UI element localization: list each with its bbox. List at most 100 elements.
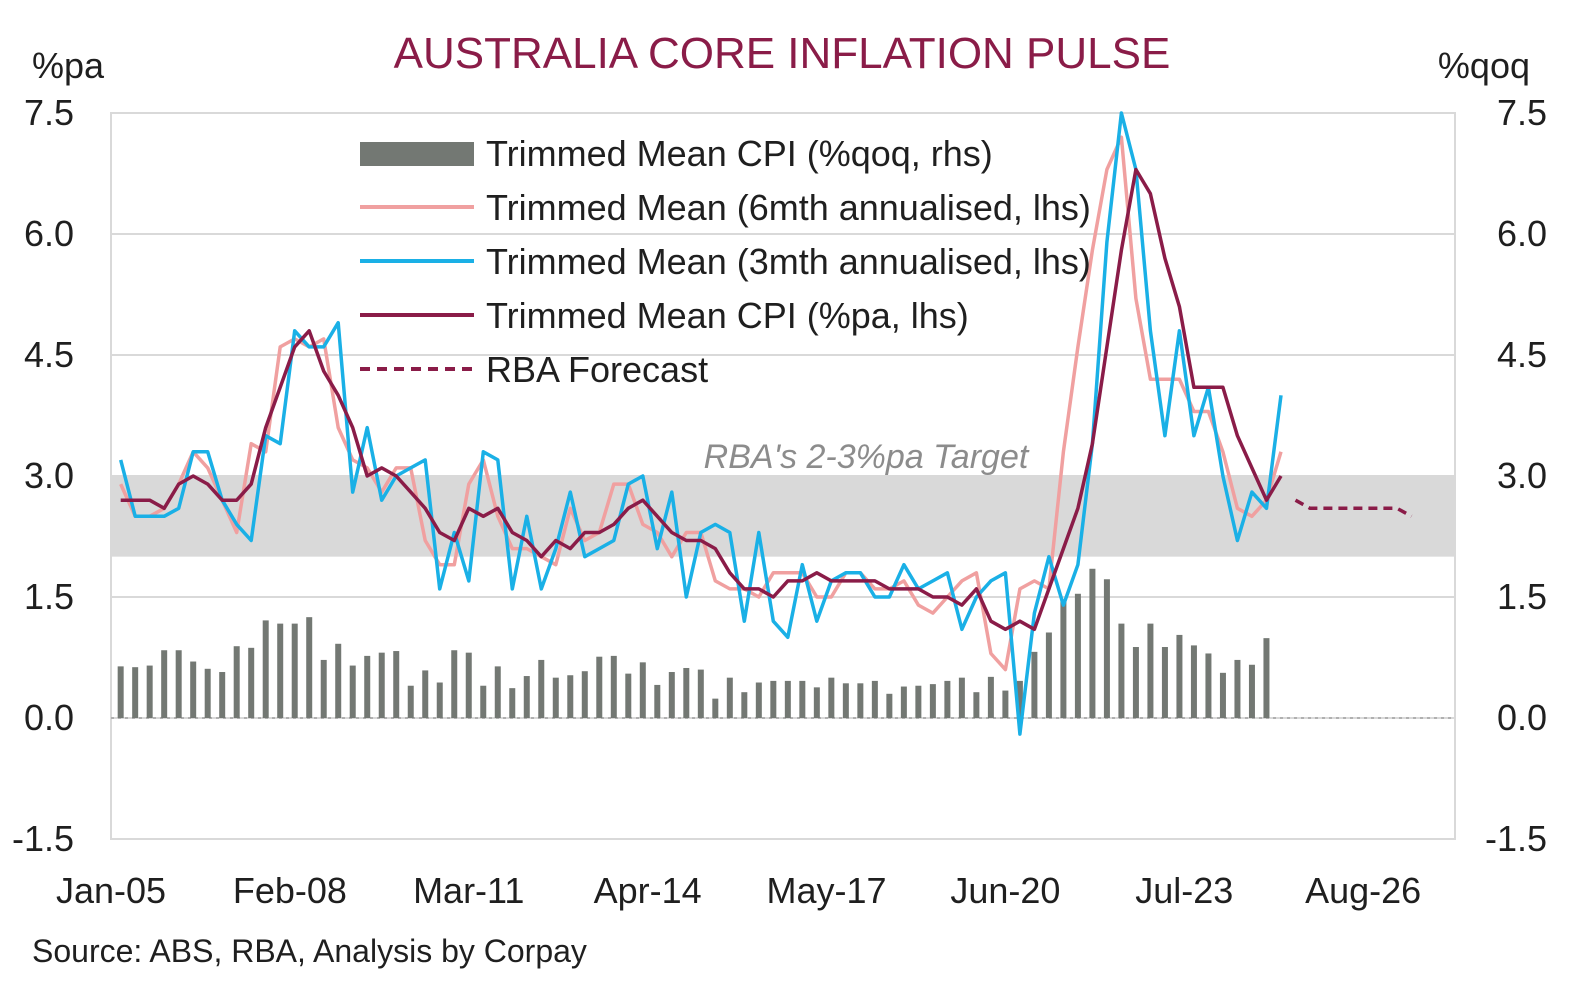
left-y-tick-label: -1.5 [12,818,74,859]
right-y-tick-label: 0.0 [1497,697,1547,738]
right-y-tick-label: -1.5 [1485,818,1547,859]
left-axis-label: %pa [32,45,105,86]
qoq-bar [886,693,893,718]
qoq-bar [1089,568,1096,718]
qoq-bar [465,652,472,718]
qoq-bar [567,675,574,718]
qoq-bar [857,683,864,718]
x-tick-label: Jun-20 [950,870,1060,911]
qoq-bar [277,623,284,718]
qoq-bar [523,676,530,718]
qoq-bar [1147,623,1154,718]
qoq-bar [480,685,487,718]
qoq-bar [204,668,211,718]
qoq-bar [683,667,690,718]
legend-label-6mth: Trimmed Mean (6mth annualised, lhs) [486,187,1091,228]
legend-swatch-bars [360,142,474,166]
qoq-bar [871,680,878,718]
qoq-bar [161,650,168,718]
qoq-bar [929,684,936,718]
qoq-bar [755,682,762,718]
qoq-bar [987,676,994,718]
qoq-bar [436,682,443,718]
legend-label-forecast: RBA Forecast [486,349,708,390]
right-y-tick-label: 1.5 [1497,576,1547,617]
qoq-bar [973,692,980,718]
qoq-bar [1234,659,1241,718]
legend: Trimmed Mean CPI (%qoq, rhs) Trimmed Mea… [360,133,1091,390]
qoq-bar [1263,638,1270,718]
qoq-bar [596,656,603,718]
qoq-bar [813,687,820,718]
qoq-bar [944,680,951,718]
qoq-bar [1002,690,1009,718]
qoq-bar [639,662,646,718]
qoq-bar [146,665,153,718]
qoq-bar [958,677,965,718]
right-axis-label: %qoq [1438,45,1530,86]
qoq-bar [900,686,907,718]
qoq-bar [610,655,617,718]
qoq-bar [262,620,269,718]
qoq-bar [842,683,849,718]
target-band-label: RBA's 2-3%pa Target [704,438,1030,476]
qoq-bar [668,672,675,718]
qoq-bar [509,688,516,718]
legend-label-annual: Trimmed Mean CPI (%pa, lhs) [486,295,969,336]
x-tick-label: Mar-11 [413,870,524,911]
legend-label-3mth: Trimmed Mean (3mth annualised, lhs) [486,241,1091,282]
qoq-bar [581,671,588,718]
qoq-bar [1190,645,1197,718]
left-y-tick-label: 3.0 [24,455,74,496]
right-y-tick-label: 6.0 [1497,213,1547,254]
qoq-bar [407,685,414,718]
qoq-bar [1060,599,1067,718]
qoq-bar [494,666,501,718]
qoq-bar [1132,647,1139,718]
qoq-bar [1161,647,1168,718]
qoq-bar [712,698,719,718]
qoq-bar [1045,632,1052,718]
rba-forecast-line [1294,498,1413,518]
qoq-bar [422,670,429,718]
right-y-tick-label: 4.5 [1497,334,1547,375]
qoq-bar [697,669,704,718]
left-y-tick-label: 4.5 [24,334,74,375]
qoq-bar [1103,579,1110,718]
x-tick-label: Aug-26 [1305,870,1421,911]
qoq-bar [625,673,632,718]
qoq-bar [175,650,182,718]
left-y-tick-label: 0.0 [24,697,74,738]
qoq-bar [654,684,661,718]
qoq-bar [1248,664,1255,718]
qoq-bar [1016,680,1023,718]
qoq-bar [1205,653,1212,718]
qoq-bar [1219,672,1226,718]
legend-label-bars: Trimmed Mean CPI (%qoq, rhs) [486,133,993,174]
qoq-bar [828,677,835,718]
qoq-bar [132,667,139,718]
left-y-tick-label: 7.5 [24,92,74,133]
qoq-bar [248,647,255,718]
x-tick-label: May-17 [766,870,886,911]
qoq-bar [451,650,458,718]
qoq-bar [117,666,124,718]
qoq-bar [1031,651,1038,718]
qoq-bar [335,643,342,718]
qoq-bar [1074,593,1081,718]
qoq-bar [233,646,240,718]
qoq-bar [552,677,559,718]
qoq-bar [726,677,733,718]
qoq-bar [393,651,400,718]
source-note: Source: ABS, RBA, Analysis by Corpay [32,933,587,969]
qoq-bar [291,623,298,718]
x-tick-label: Feb-08 [233,870,347,911]
right-y-tick-label: 7.5 [1497,92,1547,133]
qoq-bar [219,672,226,718]
x-tick-label: Jul-23 [1135,870,1233,911]
qoq-bar [306,617,313,718]
qoq-bar [190,661,197,718]
left-y-tick-label: 1.5 [24,576,74,617]
left-y-tick-label: 6.0 [24,213,74,254]
